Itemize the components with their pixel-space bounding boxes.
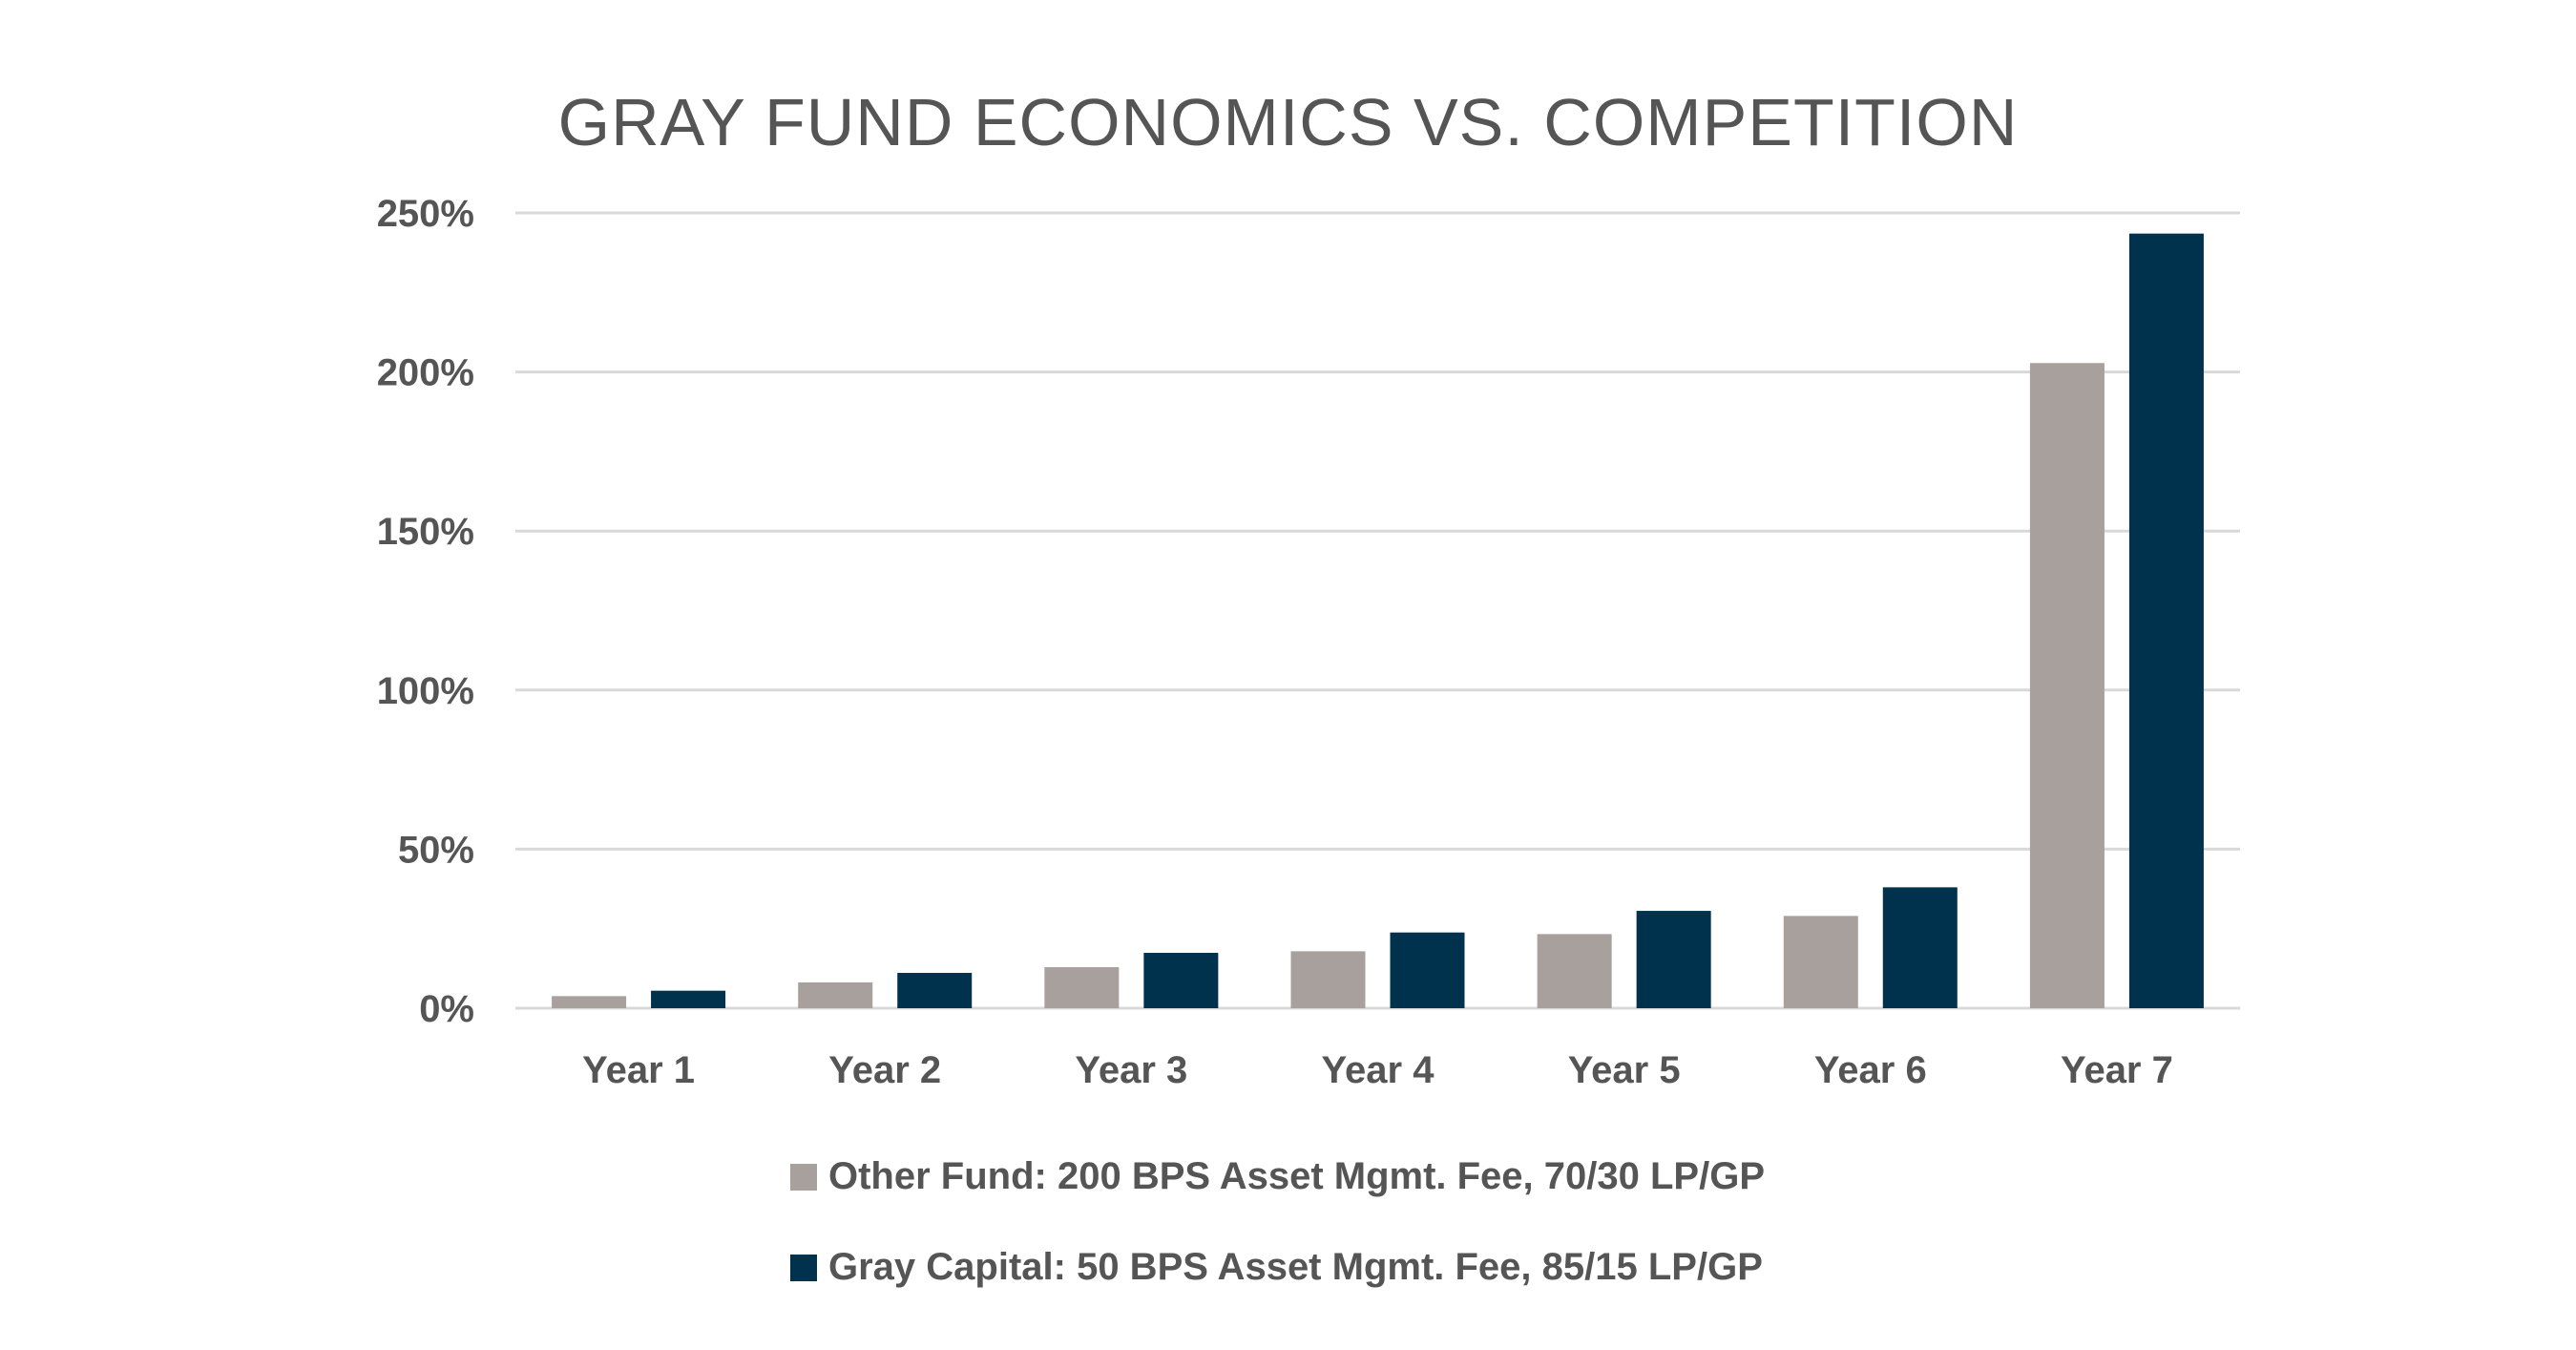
- bar-gray-capital: [1390, 932, 1465, 1008]
- bar-other-fund: [1783, 916, 1858, 1008]
- bar-other-fund: [552, 996, 627, 1008]
- y-tick-label: 150%: [377, 511, 474, 553]
- legend-label: Other Fund: 200 BPS Asset Mgmt. Fee, 70/…: [828, 1155, 1765, 1197]
- x-tick-label: Year 3: [1075, 1049, 1187, 1091]
- x-tick-label: Year 1: [582, 1049, 695, 1091]
- legend-swatch: [790, 1254, 817, 1281]
- bar-gray-capital: [1882, 887, 1958, 1008]
- bar-other-fund: [798, 982, 873, 1008]
- legend-swatch: [790, 1163, 817, 1191]
- bar-other-fund: [1290, 951, 1366, 1008]
- y-tick-label: 250%: [377, 193, 474, 235]
- bar-other-fund: [1044, 967, 1120, 1008]
- legend-item-other-fund: Other Fund: 200 BPS Asset Mgmt. Fee, 70/…: [790, 1155, 1765, 1198]
- bar-gray-capital: [1636, 911, 1711, 1008]
- legend-label: Gray Capital: 50 BPS Asset Mgmt. Fee, 85…: [828, 1246, 1763, 1288]
- bar-other-fund: [1537, 934, 1612, 1008]
- y-tick-label: 100%: [377, 670, 474, 712]
- bar-gray-capital: [2128, 233, 2204, 1008]
- bar-other-fund: [2029, 363, 2105, 1008]
- legend-item-gray-capital: Gray Capital: 50 BPS Asset Mgmt. Fee, 85…: [790, 1246, 1763, 1289]
- y-tick-label: 200%: [377, 352, 474, 394]
- chart-title: GRAY FUND ECONOMICS VS. COMPETITION: [557, 85, 2019, 159]
- x-tick-label: Year 2: [828, 1049, 941, 1091]
- y-tick-label: 0%: [419, 988, 474, 1030]
- bar-gray-capital: [1143, 953, 1219, 1008]
- x-tick-label: Year 7: [2061, 1049, 2173, 1091]
- bar-gray-capital: [897, 973, 973, 1008]
- y-tick-label: 50%: [398, 829, 474, 871]
- x-tick-label: Year 4: [1322, 1049, 1435, 1091]
- bar-gray-capital: [651, 990, 726, 1008]
- x-tick-label: Year 5: [1568, 1049, 1681, 1091]
- x-tick-label: Year 6: [1814, 1049, 1927, 1091]
